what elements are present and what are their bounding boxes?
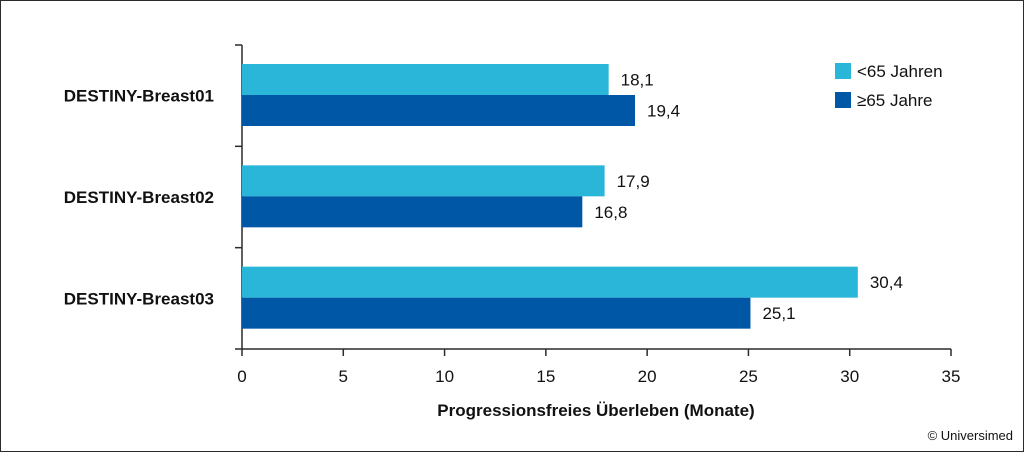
x-tick-label: 20 xyxy=(638,367,657,386)
bar-value-label: 16,8 xyxy=(594,203,627,222)
category-label: DESTINY-Breast03 xyxy=(64,289,214,308)
category-label: DESTINY-Breast02 xyxy=(64,188,214,207)
x-tick-label: 0 xyxy=(237,367,246,386)
bar-over-65-2 xyxy=(242,196,583,228)
legend-label: <65 Jahren xyxy=(857,62,943,81)
x-tick-label: 15 xyxy=(536,367,555,386)
legend-swatch-under-65 xyxy=(835,63,851,79)
x-tick-label: 5 xyxy=(339,367,348,386)
bar-value-label: 18,1 xyxy=(621,71,654,90)
legend-swatch-over-65 xyxy=(835,92,851,108)
bar-value-label: 25,1 xyxy=(762,304,795,323)
bar-value-label: 30,4 xyxy=(870,273,903,292)
copyright-note: © Universimed xyxy=(927,428,1013,443)
x-axis-title: Progressionsfreies Überleben (Monate) xyxy=(437,401,754,420)
x-tick-label: 10 xyxy=(435,367,454,386)
bar-value-label: 17,9 xyxy=(617,172,650,191)
ticks-layer: 0 5 10 15 20 25 30 35 xyxy=(235,44,961,386)
x-tick-label: 30 xyxy=(840,367,859,386)
bar-over-65-3 xyxy=(242,297,751,329)
x-tick-label: 35 xyxy=(942,367,961,386)
bars-layer: 18,1 19,4 17,9 16,8 30,4 25,1 xyxy=(242,64,903,329)
legend: <65 Jahren ≥65 Jahre xyxy=(835,62,943,110)
bar-under-65-1 xyxy=(242,64,609,95)
bar-under-65-2 xyxy=(242,165,605,197)
x-tick-label: 25 xyxy=(739,367,758,386)
category-label: DESTINY-Breast01 xyxy=(64,87,214,106)
bar-value-label: 19,4 xyxy=(647,102,680,121)
bar-over-65-1 xyxy=(242,95,635,126)
legend-label: ≥65 Jahre xyxy=(857,91,933,110)
bar-under-65-3 xyxy=(242,266,858,298)
category-labels: DESTINY-Breast01 DESTINY-Breast02 DESTINY-… xyxy=(64,87,214,309)
